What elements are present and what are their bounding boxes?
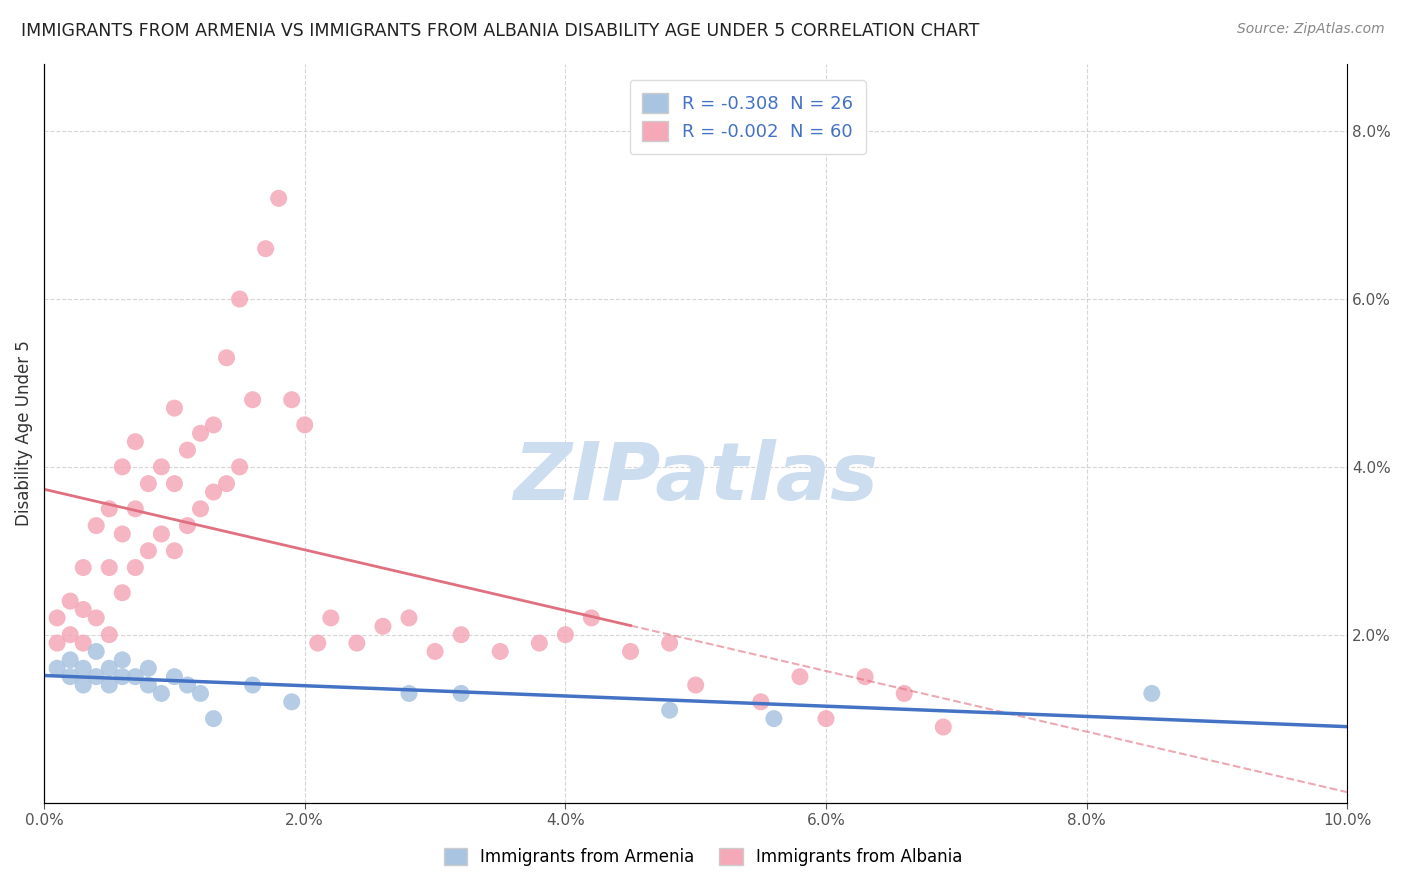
Point: [398, 686, 420, 700]
Legend: Immigrants from Armenia, Immigrants from Albania: Immigrants from Armenia, Immigrants from…: [436, 840, 970, 875]
Point: [163, 401, 186, 416]
Point: [72, 636, 94, 650]
Point: [398, 611, 420, 625]
Point: [111, 459, 134, 474]
Point: [190, 501, 212, 516]
Point: [658, 636, 681, 650]
Point: [267, 191, 290, 205]
Point: [163, 543, 186, 558]
Point: [124, 434, 146, 449]
Point: [46, 611, 69, 625]
Point: [72, 661, 94, 675]
Point: [124, 560, 146, 574]
Point: [163, 670, 186, 684]
Point: [59, 628, 82, 642]
Point: [176, 518, 198, 533]
Point: [72, 602, 94, 616]
Point: [98, 678, 121, 692]
Point: [215, 351, 238, 365]
Point: [581, 611, 603, 625]
Point: [84, 644, 107, 658]
Point: [46, 636, 69, 650]
Point: [658, 703, 681, 717]
Point: [280, 392, 302, 407]
Point: [124, 670, 146, 684]
Point: [202, 417, 225, 432]
Point: [450, 628, 472, 642]
Point: [202, 485, 225, 500]
Point: [202, 712, 225, 726]
Point: [138, 661, 160, 675]
Point: [489, 644, 512, 658]
Point: [59, 594, 82, 608]
Point: [84, 611, 107, 625]
Legend: R = -0.308  N = 26, R = -0.002  N = 60: R = -0.308 N = 26, R = -0.002 N = 60: [630, 80, 866, 153]
Point: [190, 686, 212, 700]
Point: [163, 476, 186, 491]
Text: Source: ZipAtlas.com: Source: ZipAtlas.com: [1237, 22, 1385, 37]
Point: [111, 653, 134, 667]
Point: [111, 585, 134, 599]
Point: [932, 720, 955, 734]
Point: [1140, 686, 1163, 700]
Point: [228, 459, 250, 474]
Point: [176, 443, 198, 458]
Point: [176, 678, 198, 692]
Point: [138, 543, 160, 558]
Point: [98, 501, 121, 516]
Point: [294, 417, 316, 432]
Point: [150, 459, 173, 474]
Point: [190, 426, 212, 441]
Point: [789, 670, 811, 684]
Point: [529, 636, 551, 650]
Text: IMMIGRANTS FROM ARMENIA VS IMMIGRANTS FROM ALBANIA DISABILITY AGE UNDER 5 CORREL: IMMIGRANTS FROM ARMENIA VS IMMIGRANTS FR…: [21, 22, 980, 40]
Point: [619, 644, 641, 658]
Point: [124, 501, 146, 516]
Point: [893, 686, 915, 700]
Point: [59, 670, 82, 684]
Point: [346, 636, 368, 650]
Point: [242, 392, 264, 407]
Point: [98, 661, 121, 675]
Point: [46, 661, 69, 675]
Point: [423, 644, 446, 658]
Point: [72, 560, 94, 574]
Point: [319, 611, 342, 625]
Point: [98, 560, 121, 574]
Point: [450, 686, 472, 700]
Point: [84, 670, 107, 684]
Y-axis label: Disability Age Under 5: Disability Age Under 5: [15, 341, 32, 526]
Point: [215, 476, 238, 491]
Point: [228, 292, 250, 306]
Point: [254, 242, 277, 256]
Point: [554, 628, 576, 642]
Point: [749, 695, 772, 709]
Point: [138, 678, 160, 692]
Point: [84, 518, 107, 533]
Point: [242, 678, 264, 692]
Point: [150, 686, 173, 700]
Point: [853, 670, 876, 684]
Point: [685, 678, 707, 692]
Point: [98, 628, 121, 642]
Point: [72, 678, 94, 692]
Point: [111, 670, 134, 684]
Point: [138, 476, 160, 491]
Point: [280, 695, 302, 709]
Point: [307, 636, 329, 650]
Point: [59, 653, 82, 667]
Text: ZIPatlas: ZIPatlas: [513, 439, 879, 516]
Point: [111, 527, 134, 541]
Point: [150, 527, 173, 541]
Point: [371, 619, 394, 633]
Point: [814, 712, 837, 726]
Point: [762, 712, 785, 726]
